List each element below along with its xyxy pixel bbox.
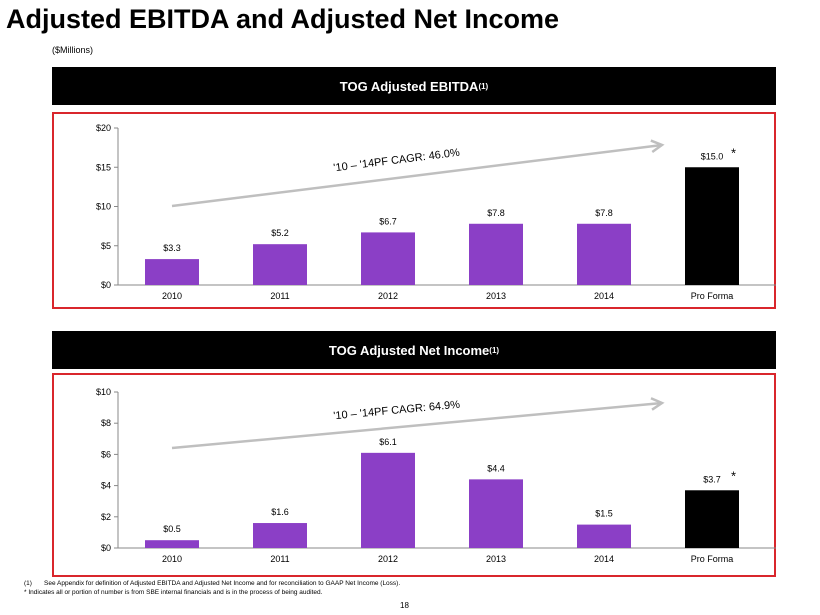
- footnote-1: See Appendix for definition of Adjusted …: [44, 580, 401, 587]
- chart2-x-tick-label: 2012: [378, 554, 398, 564]
- chart1-title-sup: (1): [478, 81, 489, 91]
- chart2-asterisk: *: [731, 468, 736, 483]
- chart1-y-tick-label: $20: [96, 123, 111, 133]
- chart1-bar: [145, 259, 199, 285]
- chart2-bar: [685, 490, 739, 548]
- chart1-bar: [361, 232, 415, 285]
- chart2-header: TOG Adjusted Net Income (1): [52, 331, 776, 369]
- chart1-bar: [253, 244, 307, 285]
- chart1-data-label: $7.8: [487, 208, 505, 218]
- chart2-data-label: $1.6: [271, 507, 289, 517]
- chart1-x-tick-label: 2013: [486, 291, 506, 301]
- chart1-y-tick-label: $5: [101, 241, 111, 251]
- footnote-marker: (1): [24, 580, 32, 587]
- chart2-x-tick-label: 2014: [594, 554, 614, 564]
- chart2-x-tick-label: 2010: [162, 554, 182, 564]
- chart1-x-tick-label: 2011: [270, 291, 289, 301]
- chart1-x-tick-label: 2012: [378, 291, 398, 301]
- chart2-arrow-head-icon: [650, 397, 665, 411]
- chart2-cagr-annotation: '10 – '14PF CAGR: 64.9%: [333, 399, 461, 423]
- chart2-x-tick-label: 2013: [486, 554, 506, 564]
- chart1-y-tick-label: $15: [96, 162, 111, 172]
- chart2-title: TOG Adjusted Net Income: [328, 342, 490, 358]
- page-title: Adjusted EBITDA and Adjusted Net Income: [6, 4, 560, 34]
- chart1-bar: [469, 223, 523, 285]
- page-number: 18: [400, 601, 409, 610]
- chart2-x-tick-label: 2011: [270, 554, 289, 564]
- chart2-data-label: $0.5: [163, 524, 181, 534]
- chart2-bar: [577, 524, 631, 548]
- chart2-bar: [145, 540, 199, 548]
- chart2-bar: [469, 479, 523, 548]
- chart2-y-tick-label: $2: [101, 512, 111, 522]
- chart1-arrow-head-icon: [650, 139, 665, 154]
- chart1-bar: [577, 223, 631, 285]
- chart1-title: TOG Adjusted EBITDA: [339, 78, 479, 94]
- chart1-data-label: $3.3: [163, 243, 181, 253]
- chart1-data-label: $5.2: [271, 228, 289, 238]
- chart2-y-tick-label: $0: [101, 543, 111, 553]
- chart1-cagr-arrow: [171, 143, 663, 208]
- chart1-data-label: $15.0: [701, 151, 724, 161]
- chart1-x-tick-label: Pro Forma: [691, 291, 734, 301]
- chart1-frame: [52, 112, 776, 309]
- chart2-data-label: $6.1: [379, 437, 397, 447]
- chart1-cagr-annotation: '10 – '14PF CAGR: 46.0%: [333, 147, 461, 175]
- chart2-bar: [361, 452, 415, 548]
- chart2-bar: [253, 523, 307, 548]
- chart1-header: TOG Adjusted EBITDA (1): [52, 67, 776, 105]
- chart1-x-tick-label: 2014: [594, 291, 614, 301]
- chart2-y-tick-label: $8: [101, 418, 111, 428]
- chart2-frame: [52, 373, 776, 577]
- chart2-y-tick-label: $10: [96, 387, 111, 397]
- chart1-x-tick-label: 2010: [162, 291, 182, 301]
- footnotes: (1) See Appendix for definition of Adjust…: [24, 579, 400, 597]
- units-label: ($Millions): [52, 45, 94, 55]
- chart2-y-tick-label: $4: [101, 481, 111, 491]
- chart1-data-label: $6.7: [379, 216, 397, 226]
- chart1-data-label: $7.8: [595, 208, 613, 218]
- chart2-y-tick-label: $6: [101, 449, 111, 459]
- chart2-data-label: $1.5: [595, 509, 613, 519]
- chart1-bar: [685, 167, 739, 285]
- chart2-title-sup: (1): [489, 345, 500, 355]
- chart2-data-label: $4.4: [487, 463, 505, 473]
- chart1-y-tick-label: $10: [96, 202, 111, 212]
- chart1-asterisk: *: [731, 145, 736, 160]
- chart2-x-tick-label: Pro Forma: [691, 554, 734, 564]
- footnote-star: * Indicates all or portion of number is …: [24, 589, 323, 596]
- chart2-data-label: $3.7: [703, 474, 721, 484]
- chart1-y-tick-label: $0: [101, 280, 111, 290]
- chart2-cagr-arrow: [171, 401, 663, 450]
